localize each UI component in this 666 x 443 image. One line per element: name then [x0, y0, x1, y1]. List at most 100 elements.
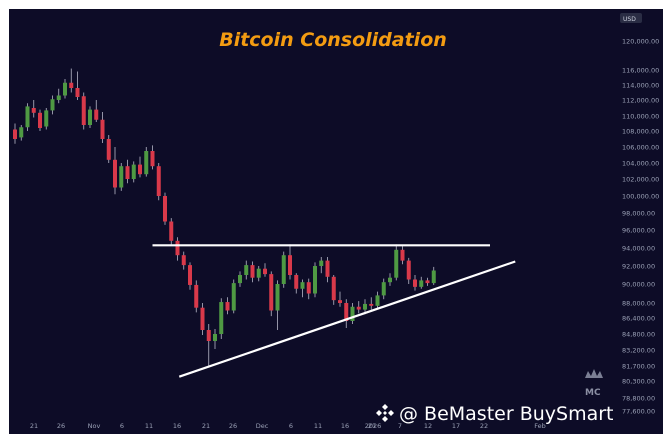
candle-body-up — [275, 284, 280, 311]
candle-body-down — [250, 265, 255, 278]
y-tick-label: 92,000.00 — [622, 263, 655, 271]
candle-body-up — [131, 164, 136, 179]
candle-body-down — [163, 196, 167, 222]
candle — [169, 218, 174, 245]
candle — [394, 244, 399, 281]
candle — [338, 291, 342, 307]
candle — [19, 125, 24, 141]
candle — [138, 156, 142, 178]
candle-body-down — [338, 300, 342, 303]
candle-body-up — [319, 260, 324, 266]
candle-body-up — [256, 268, 261, 278]
y-tick-label: 106,000.00 — [622, 144, 659, 152]
candle — [281, 251, 286, 288]
candle-body-down — [38, 112, 42, 128]
candle — [300, 279, 305, 298]
candle-body-down — [106, 139, 111, 160]
candle — [100, 112, 105, 143]
y-tick-label: 108,000.00 — [622, 128, 659, 136]
candle — [238, 271, 242, 287]
candle — [156, 163, 161, 201]
candle — [81, 92, 86, 130]
candle — [38, 109, 42, 131]
x-tick-label: 6 — [289, 422, 293, 430]
candle — [75, 71, 80, 100]
candle-body-down — [69, 82, 74, 88]
y-tick-label: 104,000.00 — [622, 160, 659, 168]
candle-body-up — [381, 282, 386, 296]
x-tick-label: 26 — [57, 422, 65, 430]
candle-body-down — [13, 129, 17, 139]
candle-body-down — [413, 279, 417, 287]
chart-background — [9, 9, 663, 434]
candle-body-down — [175, 240, 180, 256]
y-tick-label: 120,000.00 — [622, 38, 659, 46]
candle — [319, 257, 324, 274]
candle — [181, 251, 186, 270]
x-tick-label: 26 — [229, 422, 237, 430]
candle-body-down — [294, 275, 299, 289]
candle-body-up — [19, 127, 24, 138]
candle-body-down — [206, 330, 211, 341]
candle — [13, 123, 17, 144]
candle-body-up — [56, 95, 61, 100]
x-tick-label: 21 — [30, 422, 38, 430]
candle — [413, 275, 417, 291]
candle-body-down — [81, 96, 86, 125]
candle-body-down — [94, 109, 99, 120]
candle — [244, 260, 249, 280]
binance-diamond-icon — [376, 404, 394, 422]
candle-body-up — [63, 82, 67, 96]
candle — [344, 299, 349, 328]
candle — [363, 299, 367, 315]
candle-body-up — [363, 303, 367, 310]
watermark-text: @ BeMaster BuySmart — [399, 403, 613, 425]
candle — [125, 159, 130, 184]
x-tick-label: 11 — [314, 422, 322, 430]
candle — [194, 280, 199, 313]
y-tick-label: 86,400.00 — [622, 315, 655, 323]
candle-body-down — [75, 88, 80, 97]
candle — [356, 301, 361, 314]
candle-body-down — [425, 280, 430, 284]
candle — [113, 147, 117, 195]
y-tick-label: 96,000.00 — [622, 227, 655, 235]
candle — [231, 279, 236, 314]
crown-monogram-icon: MC — [585, 369, 603, 398]
candle — [369, 297, 374, 310]
candle — [250, 261, 255, 283]
candle — [63, 79, 67, 99]
y-tick-label: 84,800.00 — [622, 331, 655, 339]
y-tick-label: 114,000.00 — [622, 82, 659, 90]
candle-body-up — [25, 106, 30, 128]
candle-body-up — [231, 283, 236, 311]
candle — [131, 161, 136, 183]
x-tick-label: Nov — [88, 422, 101, 430]
x-tick-label: 17 — [452, 422, 460, 430]
x-tick-label: 7 — [398, 422, 402, 430]
candle — [306, 278, 311, 300]
chart-title: Bitcoin Consolidation — [219, 29, 447, 51]
candle-body-up — [50, 99, 55, 111]
candle-body-up — [238, 275, 242, 284]
candle-body-down — [169, 221, 174, 241]
y-tick-label: 110,000.00 — [622, 113, 659, 121]
candle — [406, 257, 411, 284]
currency-label: USD — [623, 16, 636, 23]
candle — [31, 100, 36, 118]
candle-body-down — [400, 249, 405, 261]
watermark: @ BeMaster BuySmart — [376, 403, 613, 425]
candle — [400, 246, 405, 265]
candle — [94, 100, 99, 122]
candle-body-up — [388, 277, 392, 283]
candle — [275, 280, 280, 330]
svg-text:MC: MC — [585, 388, 601, 398]
candle — [256, 266, 261, 282]
candle — [150, 145, 155, 170]
y-tick-label: 94,000.00 — [622, 245, 655, 253]
candle — [325, 257, 330, 283]
candle — [419, 276, 424, 289]
candle-body-down — [113, 159, 117, 188]
candle-body-up — [350, 306, 355, 321]
